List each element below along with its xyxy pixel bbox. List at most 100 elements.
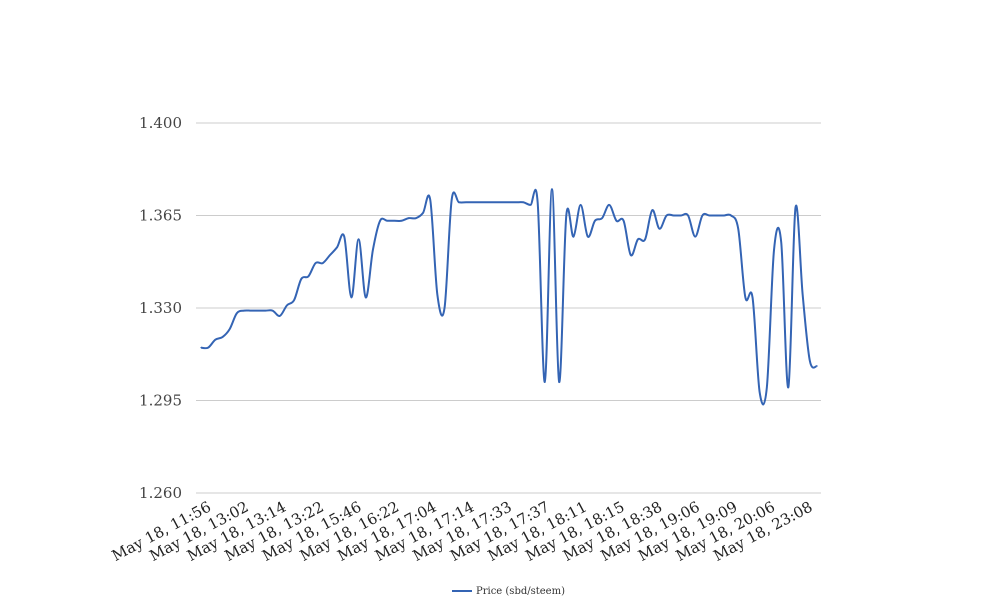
data-point <box>558 381 560 383</box>
data-point <box>336 246 338 248</box>
data-point <box>529 204 532 206</box>
data-point <box>386 220 388 222</box>
data-point <box>458 201 460 203</box>
data-point <box>307 275 310 277</box>
data-point <box>730 214 732 217</box>
y-tick-label: 1.295 <box>139 392 182 410</box>
data-point <box>257 310 259 312</box>
data-point <box>644 238 646 240</box>
data-point <box>315 262 317 264</box>
data-point <box>486 201 489 203</box>
data-point <box>214 339 216 341</box>
data-point <box>515 201 517 203</box>
data-point <box>551 188 553 190</box>
data-point <box>393 220 395 222</box>
data-point <box>350 296 353 299</box>
data-point <box>279 315 281 317</box>
data-point <box>658 228 661 230</box>
data-point <box>343 236 345 238</box>
data-point <box>537 201 539 203</box>
data-point <box>759 391 761 394</box>
data-point <box>572 236 575 238</box>
y-tick-label: 1.330 <box>139 299 182 317</box>
legend-label-price: Price (sbd/steem) <box>476 586 565 597</box>
data-point <box>200 347 202 349</box>
y-tick-label: 1.400 <box>139 114 182 132</box>
data-point <box>236 312 238 314</box>
data-point <box>494 201 496 203</box>
legend[interactable]: Price (sbd/steem) <box>452 586 565 597</box>
data-point <box>221 336 224 338</box>
series-line-price <box>200 188 818 406</box>
data-point <box>322 262 324 264</box>
data-point <box>472 201 474 203</box>
data-point <box>601 217 603 219</box>
data-point <box>802 294 804 296</box>
data-point <box>630 254 632 256</box>
data-point <box>436 294 438 296</box>
data-point <box>544 381 546 383</box>
data-point <box>608 204 610 206</box>
data-point <box>816 365 818 367</box>
data-point <box>451 199 453 201</box>
data-point <box>615 220 618 222</box>
data-point <box>623 220 625 222</box>
data-point <box>429 199 431 201</box>
data-point <box>264 310 267 312</box>
data-point <box>508 201 510 203</box>
data-point <box>708 214 711 217</box>
data-point <box>286 304 288 306</box>
data-point <box>665 214 668 217</box>
data-point <box>400 220 403 222</box>
data-point <box>465 201 467 203</box>
data-point <box>272 310 274 312</box>
data-point <box>243 310 245 312</box>
data-point <box>780 241 782 243</box>
data-point <box>408 217 410 219</box>
y-tick-label: 1.260 <box>139 484 182 502</box>
data-point <box>379 220 381 222</box>
data-point <box>694 236 696 238</box>
data-point <box>587 236 589 238</box>
data-point <box>329 254 331 256</box>
data-point <box>501 201 503 203</box>
data-point <box>787 386 789 388</box>
data-point <box>300 278 302 280</box>
y-axis-tick-labels: 1.400 1.365 1.330 1.295 1.260 <box>139 114 182 502</box>
data-point <box>522 201 524 203</box>
data-point <box>744 296 746 299</box>
data-point <box>794 206 797 209</box>
data-point <box>637 238 639 240</box>
data-point <box>723 214 725 217</box>
data-point <box>372 249 374 251</box>
series-layer <box>200 188 818 406</box>
data-point <box>701 214 704 217</box>
data-point <box>415 217 417 219</box>
data-point <box>479 201 481 203</box>
data-point <box>207 347 209 349</box>
data-point <box>716 214 718 217</box>
grid-lines <box>196 122 821 494</box>
data-point <box>443 307 446 309</box>
data-point <box>773 249 775 251</box>
data-point <box>580 204 582 206</box>
data-point <box>565 214 567 217</box>
data-point <box>737 228 739 230</box>
data-point <box>357 238 360 240</box>
y-tick-label: 1.365 <box>139 207 182 225</box>
data-point <box>751 296 754 299</box>
data-point <box>422 212 424 214</box>
data-point <box>293 299 295 301</box>
data-point <box>594 220 596 222</box>
data-point <box>809 360 811 362</box>
data-point <box>673 214 675 217</box>
data-point <box>687 214 689 217</box>
data-point <box>365 296 367 299</box>
data-point <box>651 209 653 211</box>
data-point <box>680 214 682 217</box>
data-point <box>250 310 252 312</box>
data-point <box>229 328 231 330</box>
data-point <box>766 386 768 388</box>
